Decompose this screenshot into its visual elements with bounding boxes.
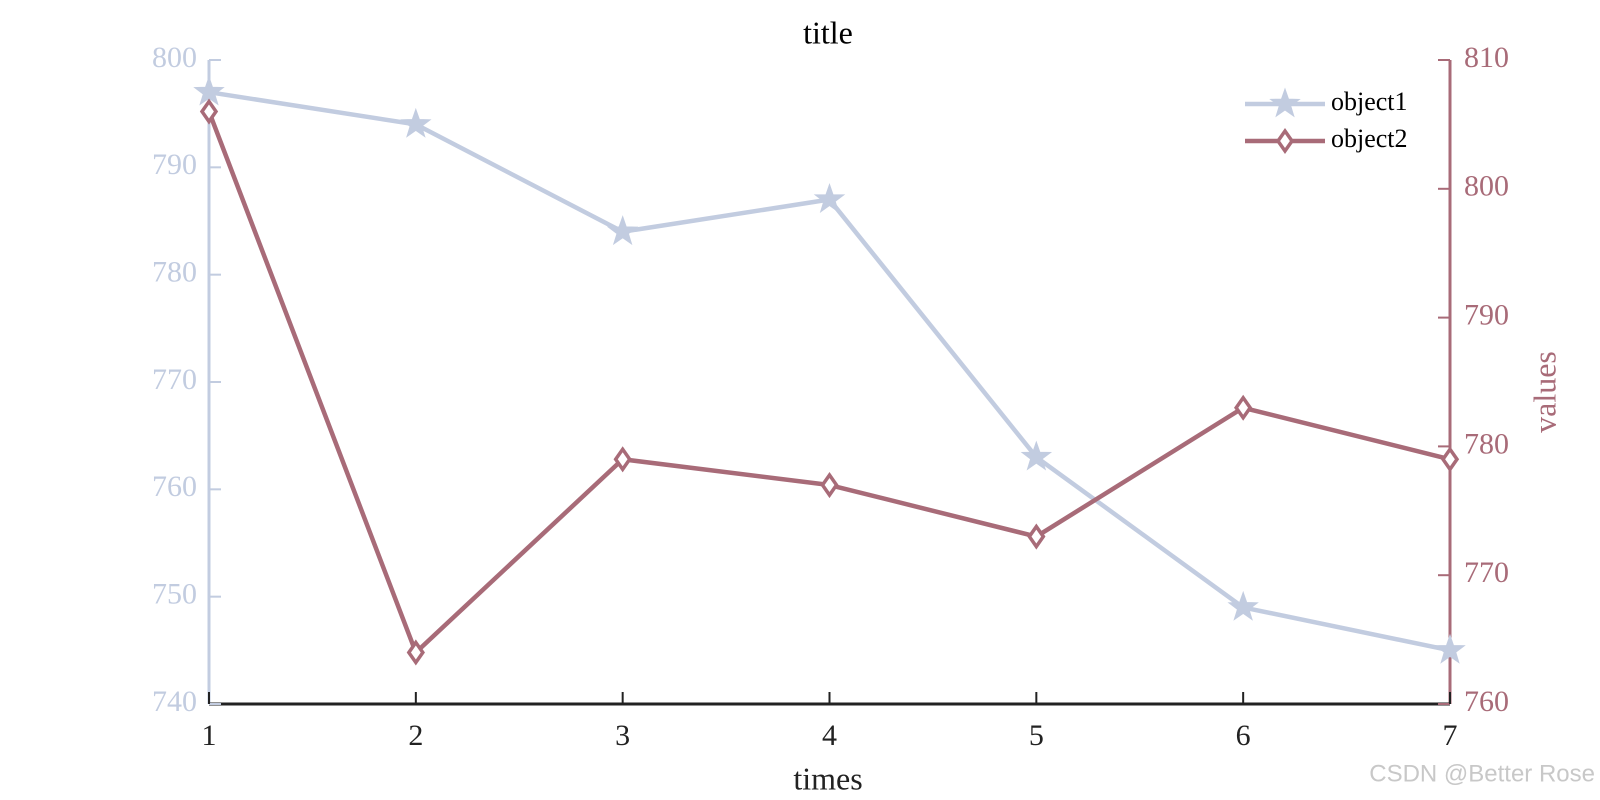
y-tick-label: 790: [152, 148, 197, 181]
marker: [606, 215, 639, 246]
marker: [199, 98, 219, 125]
y2-tick-label: 790: [1464, 298, 1509, 331]
marker: [1234, 394, 1253, 421]
legend: object1 object2: [1245, 87, 1408, 155]
marker: [1440, 446, 1460, 473]
x-tick-label: 3: [615, 719, 630, 752]
legend-marker: [1275, 127, 1295, 155]
legend-label: object2: [1331, 124, 1408, 153]
marker: [400, 107, 432, 138]
marker: [406, 639, 425, 666]
marker: [613, 446, 632, 473]
x-tick-label: 2: [408, 719, 423, 752]
y-tick-label: 740: [152, 685, 197, 718]
x-tick-label: 4: [822, 719, 837, 752]
y-tick-label: 780: [152, 256, 197, 289]
marker: [813, 182, 846, 213]
y2-tick-label: 810: [1464, 41, 1509, 74]
x-tick-label: 1: [202, 719, 217, 752]
legend-marker: [1269, 87, 1301, 118]
x-tick-label: 7: [1443, 719, 1458, 752]
x-tick-label: 5: [1029, 719, 1044, 752]
marker: [1027, 523, 1046, 550]
marker: [1227, 590, 1259, 621]
y2-axis-label: values: [1526, 351, 1562, 433]
y2-tick-label: 800: [1464, 170, 1509, 203]
y-tick-label: 760: [152, 470, 197, 503]
y-tick-label: 750: [152, 578, 197, 611]
marker: [193, 75, 225, 106]
y2-tick-label: 760: [1464, 685, 1509, 718]
marker: [1434, 633, 1466, 664]
y-tick-label: 800: [152, 41, 197, 74]
legend-label: object1: [1331, 87, 1408, 116]
x-tick-label: 6: [1236, 719, 1251, 752]
watermark: CSDN @Better Rose: [1369, 760, 1595, 787]
series-line: [208, 89, 1451, 653]
chart-title: title: [803, 14, 853, 50]
y-tick-label: 770: [152, 363, 197, 396]
x-axis-label: times: [793, 760, 862, 796]
marker: [820, 471, 839, 499]
marker: [1020, 440, 1053, 471]
y2-tick-label: 770: [1464, 556, 1509, 589]
y2-tick-label: 780: [1464, 427, 1509, 460]
